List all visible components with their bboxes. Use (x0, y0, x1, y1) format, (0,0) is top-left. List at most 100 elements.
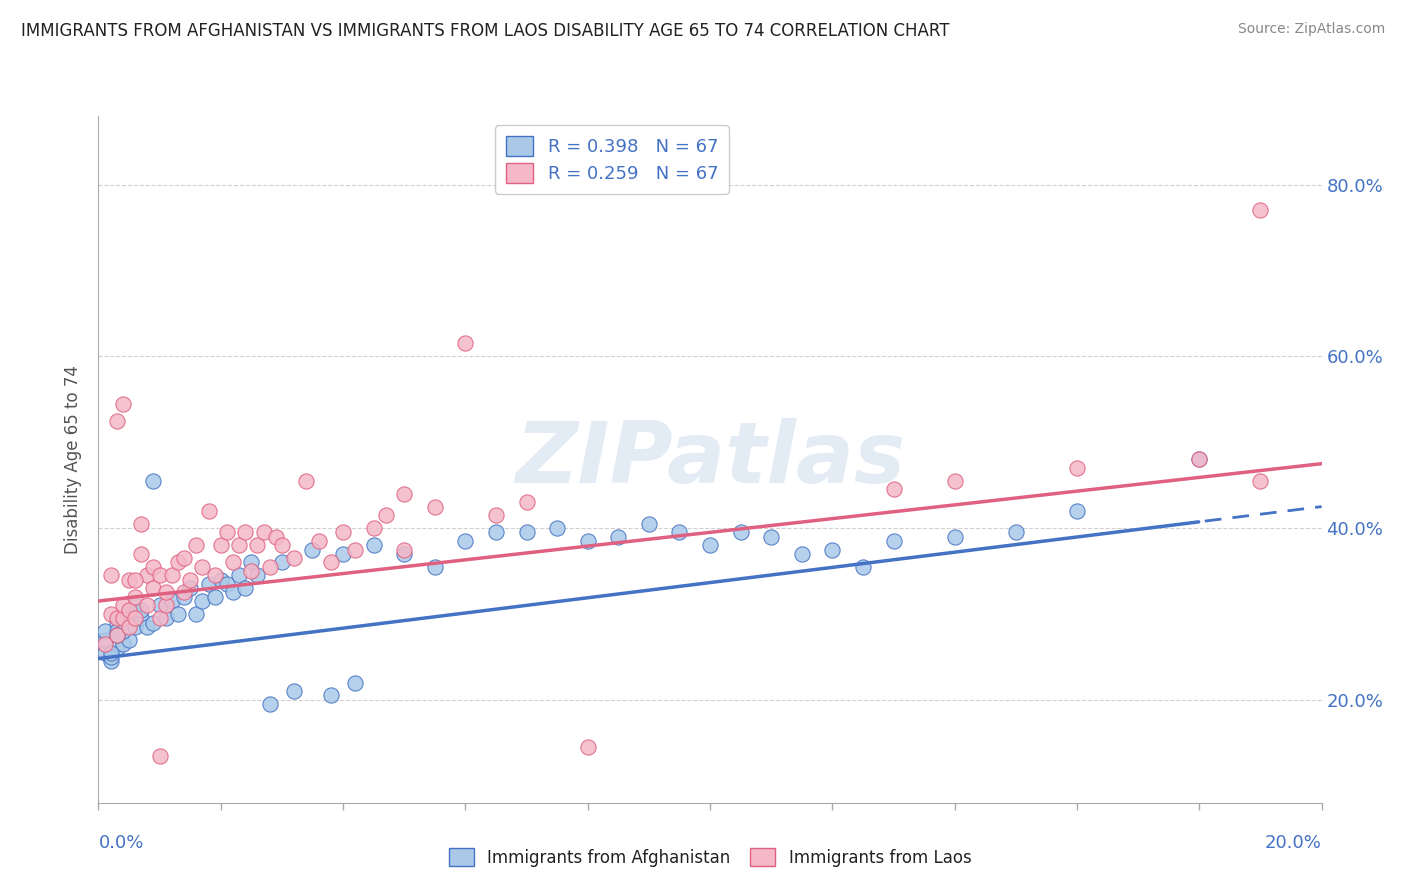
Point (516, 525, 538, 540)
Point (155, 599, 177, 613)
Point (252, 525, 274, 540)
Point (100, 646, 122, 660)
Point (124, 620, 146, 634)
Point (319, 555, 342, 570)
Point (105, 611, 128, 625)
Point (259, 697, 281, 711)
Point (111, 624, 134, 639)
Point (197, 577, 219, 591)
Point (118, 632, 141, 647)
Point (454, 336, 477, 351)
Point (186, 607, 208, 621)
Point (485, 508, 508, 523)
Point (149, 748, 172, 763)
Point (246, 568, 269, 582)
Point (142, 474, 165, 488)
Point (105, 628, 128, 642)
Point (270, 555, 292, 570)
Point (454, 533, 477, 548)
Point (105, 641, 128, 656)
Point (111, 396, 134, 410)
Point (129, 611, 152, 625)
Point (332, 547, 354, 561)
Point (1188, 452, 1211, 467)
Point (209, 573, 232, 587)
Point (204, 568, 226, 582)
Point (173, 551, 195, 566)
Point (576, 533, 599, 548)
Point (1004, 525, 1026, 540)
Point (392, 542, 416, 557)
Point (160, 568, 183, 582)
Point (344, 542, 367, 557)
Point (111, 599, 134, 613)
Text: Source: ZipAtlas.com: Source: ZipAtlas.com (1237, 22, 1385, 37)
Point (423, 559, 446, 574)
Point (105, 414, 128, 428)
Point (105, 624, 128, 639)
Point (270, 538, 292, 552)
Point (142, 559, 165, 574)
Point (240, 555, 263, 570)
Point (111, 611, 134, 625)
Point (301, 542, 323, 557)
Point (283, 684, 305, 698)
Point (1066, 461, 1088, 475)
Point (308, 533, 330, 548)
Point (222, 555, 245, 570)
Point (167, 555, 190, 570)
Point (160, 594, 183, 608)
Point (124, 599, 146, 613)
Point (374, 508, 396, 523)
Point (295, 474, 318, 488)
Point (215, 525, 238, 540)
Point (668, 525, 690, 540)
Point (228, 538, 250, 552)
Point (129, 547, 152, 561)
Point (883, 533, 905, 548)
Point (363, 538, 385, 552)
Point (637, 516, 661, 531)
Point (93, 624, 115, 639)
Point (730, 525, 752, 540)
Point (142, 615, 165, 630)
Point (240, 564, 263, 578)
Point (118, 573, 141, 587)
Point (943, 474, 966, 488)
Point (149, 599, 172, 613)
Point (179, 573, 201, 587)
Point (607, 530, 630, 544)
Point (142, 581, 165, 595)
Text: 0.0%: 0.0% (98, 834, 143, 852)
Point (215, 577, 238, 591)
Point (155, 585, 177, 599)
Text: ZIPatlas: ZIPatlas (515, 417, 905, 501)
Point (149, 611, 172, 625)
Point (204, 590, 226, 604)
Point (179, 581, 201, 595)
Point (186, 538, 208, 552)
Point (546, 521, 568, 535)
Point (209, 538, 232, 552)
Text: IMMIGRANTS FROM AFGHANISTAN VS IMMIGRANTS FROM LAOS DISABILITY AGE 65 TO 74 CORR: IMMIGRANTS FROM AFGHANISTAN VS IMMIGRANT… (21, 22, 949, 40)
Point (228, 568, 250, 582)
Point (136, 620, 159, 634)
Point (191, 594, 214, 608)
Y-axis label: Disability Age 65 to 74: Disability Age 65 to 74 (65, 365, 83, 554)
Point (259, 559, 281, 574)
Point (423, 500, 446, 514)
Point (576, 739, 599, 754)
Text: 20.0%: 20.0% (1265, 834, 1322, 852)
Point (233, 581, 256, 595)
Point (392, 547, 416, 561)
Legend: Immigrants from Afghanistan, Immigrants from Laos: Immigrants from Afghanistan, Immigrants … (441, 841, 979, 873)
Point (124, 611, 146, 625)
Point (485, 525, 508, 540)
Point (1066, 504, 1088, 518)
Point (93, 646, 115, 660)
Point (852, 559, 875, 574)
Point (699, 538, 721, 552)
Point (118, 602, 141, 616)
Point (118, 620, 141, 634)
Point (100, 649, 122, 664)
